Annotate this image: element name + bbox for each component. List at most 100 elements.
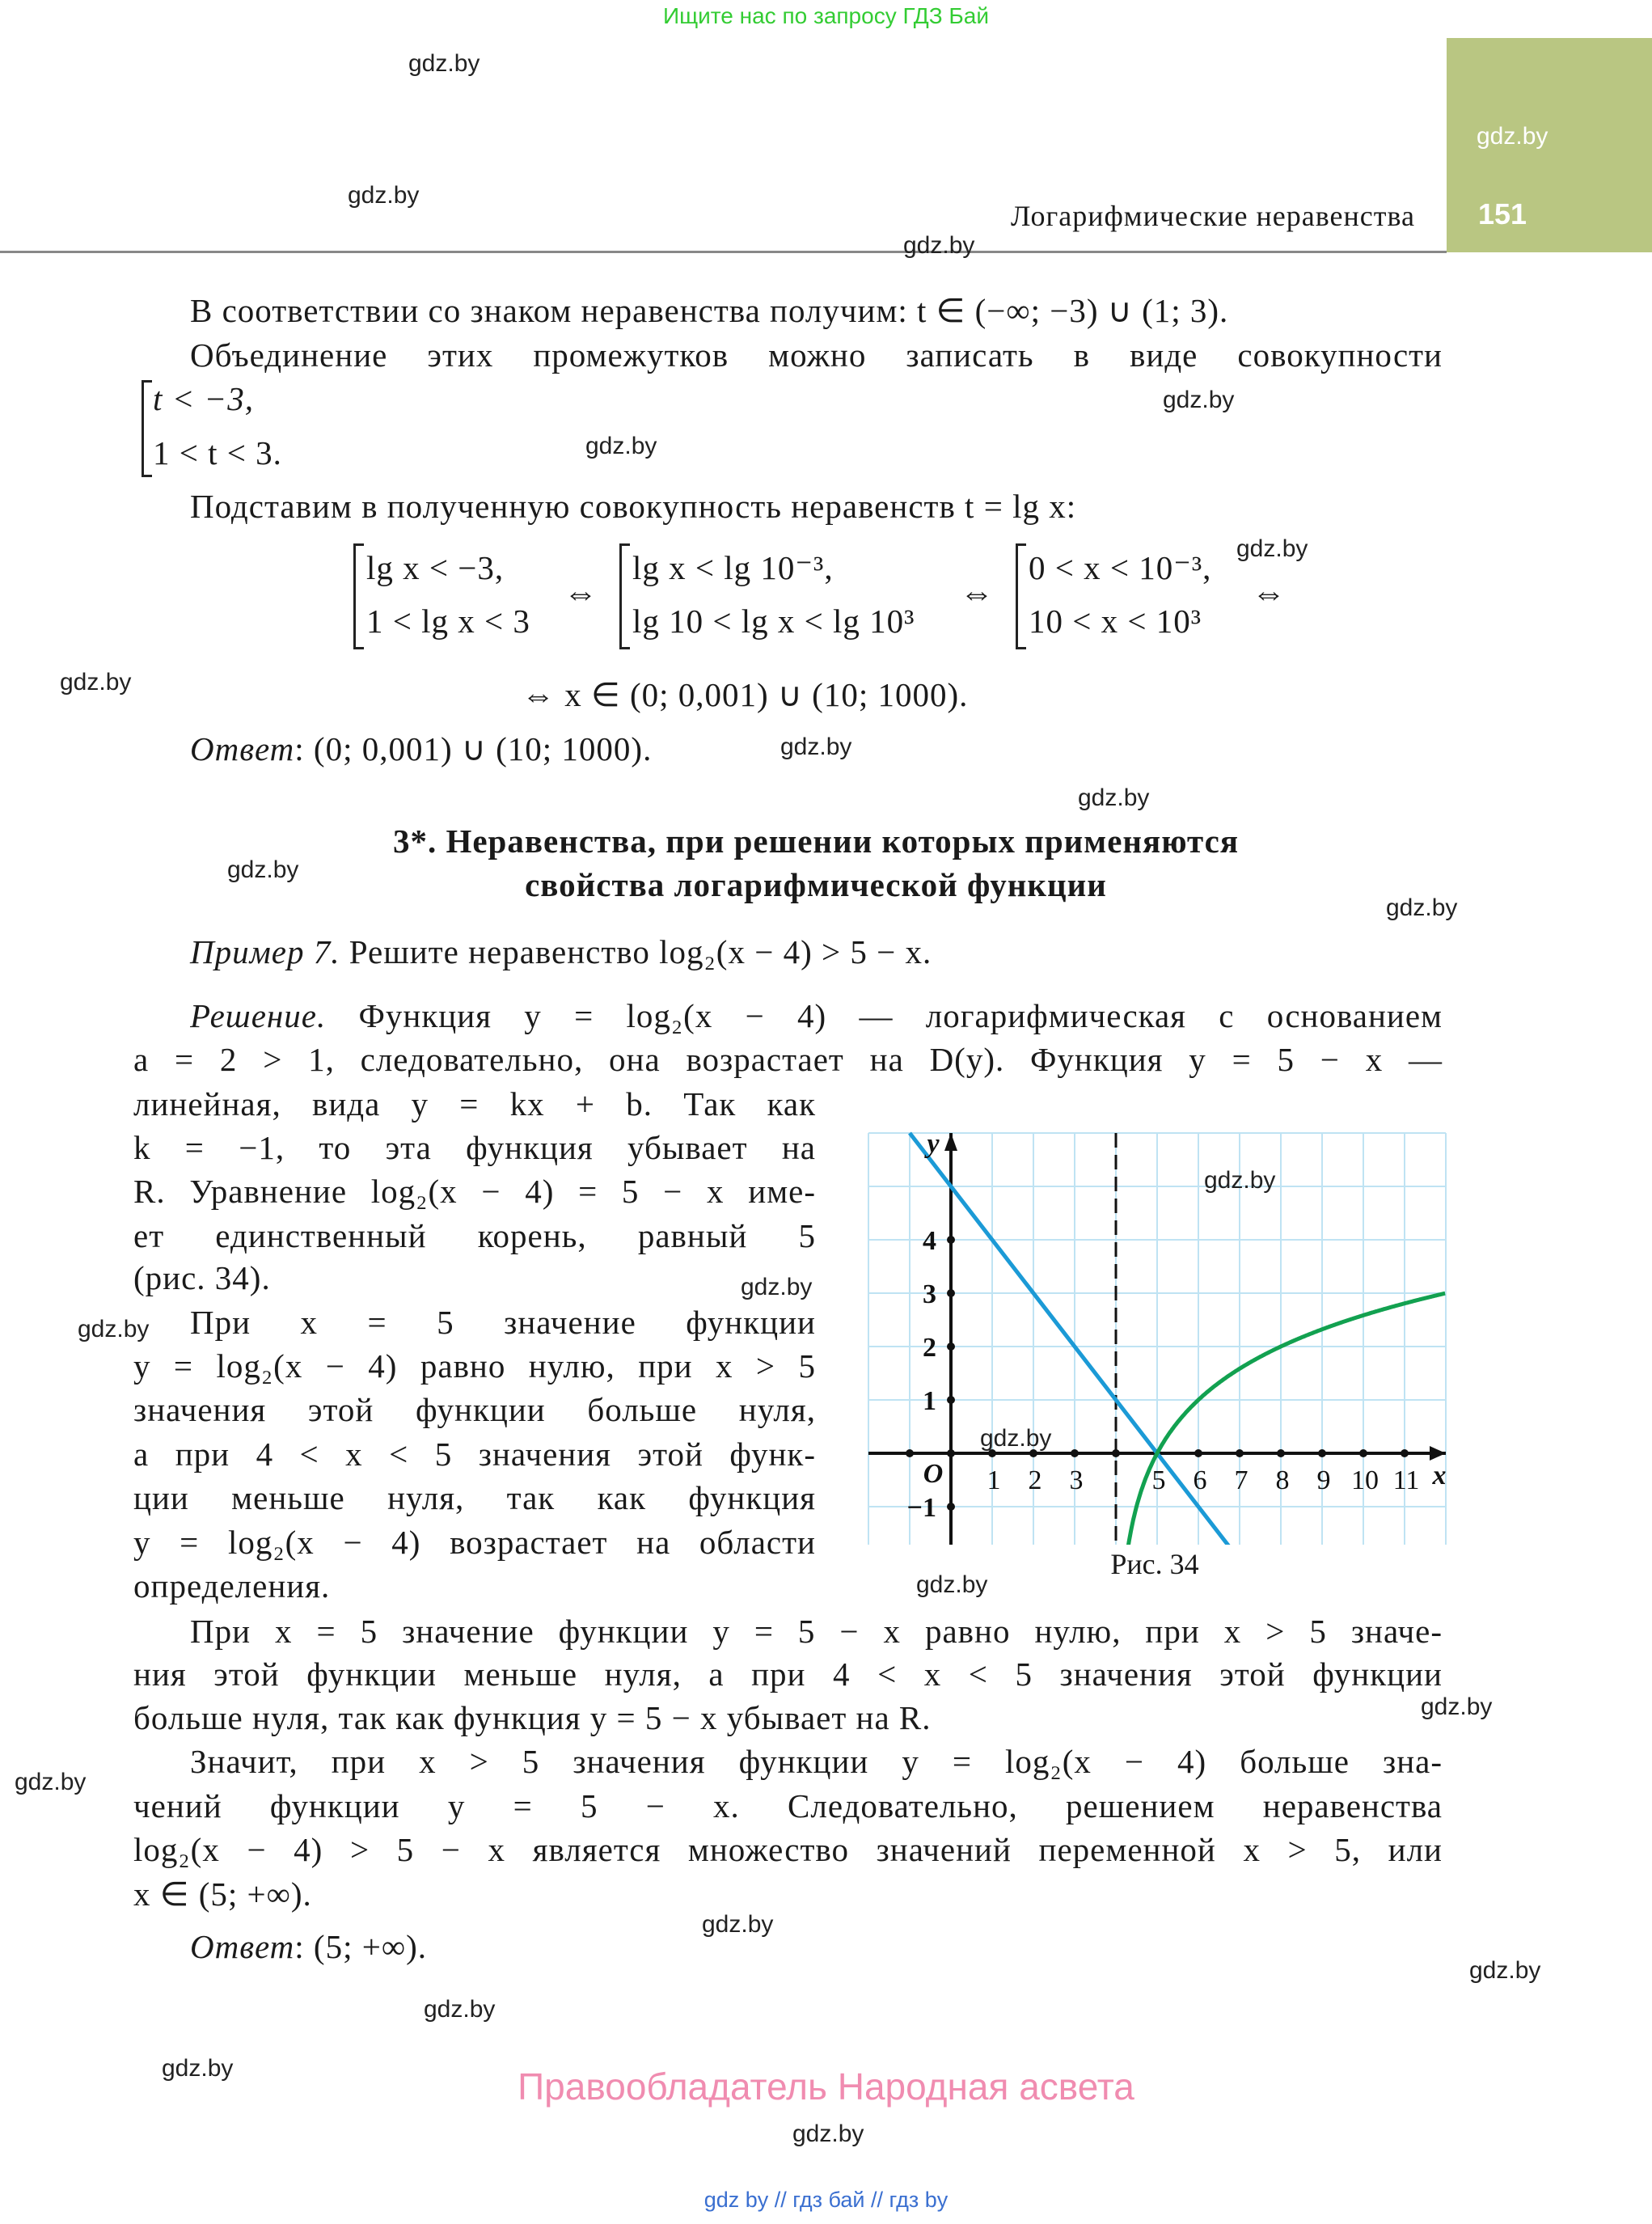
- text-line: y = log₂(x − 4) равно нулю, при x > 5: [133, 1347, 816, 1385]
- system-line: lg x < lg 10⁻³,: [632, 549, 834, 586]
- x-tick-label: 7: [1235, 1465, 1249, 1495]
- watermark: gdz.by: [980, 1425, 1052, 1452]
- section-heading: свойства логарифмической функции: [525, 866, 1107, 903]
- text-line: Объединение этих промежутков можно запис…: [190, 336, 1443, 374]
- running-title: Логарифмические неравенства: [1010, 200, 1415, 232]
- x-tick-dot: [1236, 1449, 1244, 1457]
- solution-text: Функция y = log₂(x − 4) — логарифмическа…: [326, 997, 1443, 1034]
- text-line: R. Уравнение log₂(x − 4) = 5 − x име-: [133, 1173, 816, 1210]
- x-tick-dot: [1277, 1449, 1285, 1457]
- watermark: gdz.by: [408, 50, 480, 77]
- x-tick-dot: [1112, 1449, 1120, 1457]
- watermark: gdz.by: [227, 856, 299, 883]
- text-line: (рис. 34).: [133, 1259, 271, 1296]
- text-line: При x = 5 значение функции: [190, 1304, 816, 1341]
- answer-line: Ответ: (0; 0,001) ∪ (10; 1000).: [190, 728, 652, 770]
- x-tick-dot: [1029, 1449, 1037, 1457]
- text-line: значения этой функции больше нуля,: [133, 1391, 816, 1428]
- system-bracket: [353, 543, 364, 649]
- system-bracket: [1016, 543, 1026, 649]
- example-label: Пример 7.: [190, 933, 340, 970]
- x-tick-dot: [947, 1449, 955, 1457]
- text-line: Значит, при x > 5 значения функции y = l…: [190, 1743, 1443, 1780]
- section-heading: 3*. Неравенства, при решении которых при…: [392, 822, 1240, 860]
- text-line: При x = 5 значение функции y = 5 − x рав…: [190, 1613, 1443, 1650]
- text-line: x ∈ (5; +∞).: [133, 1875, 312, 1913]
- text-line: log₂(x − 4) > 5 − x является множество з…: [133, 1831, 1443, 1868]
- text-line: ния этой функции меньше нуля, а при 4 < …: [133, 1655, 1443, 1693]
- system-line: lg 10 < lg x < lg 10³: [632, 603, 915, 640]
- x-tick-label: 11: [1393, 1465, 1420, 1495]
- text-line: а при 4 < x < 5 значения этой функ-: [133, 1435, 816, 1473]
- answer-label: Ответ: [190, 730, 295, 767]
- text-line: Решение. Функция y = log₂(x − 4) — логар…: [190, 995, 1443, 1037]
- y-tick-dot: [947, 1236, 955, 1244]
- x-tick-label: 8: [1276, 1465, 1290, 1495]
- result-line: ⇔ x ∈ (0; 0,001) ∪ (10; 1000).: [522, 676, 969, 713]
- watermark: gdz.by: [60, 669, 132, 696]
- top-search-note[interactable]: Ищите нас по запросу ГДЗ Бай: [662, 3, 990, 28]
- x-tick-label: 2: [1029, 1465, 1042, 1495]
- copyright-notice: Правообладатель Народная асвета: [518, 2065, 1134, 2108]
- set-line: t < −3,: [153, 380, 254, 417]
- y-tick-dot: [947, 1503, 955, 1511]
- page-number: 151: [1478, 197, 1527, 230]
- system-line: 10 < x < 10³: [1029, 603, 1202, 640]
- watermark: gdz.by: [1163, 387, 1235, 413]
- text-line: y = log₂(x − 4) возрастает на области: [133, 1524, 816, 1561]
- solution-label: Решение.: [190, 997, 327, 1034]
- y-tick-dot: [947, 1396, 955, 1404]
- x-tick-label: 9: [1317, 1465, 1331, 1495]
- y-tick-label: 3: [923, 1279, 936, 1309]
- text-line: чений функции y = 5 − x. Следовательно, …: [133, 1787, 1443, 1824]
- answer-label: Ответ: [190, 1928, 295, 1965]
- set-bracket: [142, 380, 152, 477]
- y-axis-label: y: [923, 1129, 940, 1159]
- x-tick-dot: [1194, 1449, 1202, 1457]
- y-tick-label: 1: [923, 1386, 936, 1416]
- watermark: gdz.by: [1078, 784, 1150, 811]
- equivalence-sign: ⇔: [564, 575, 598, 612]
- x-tick-dot: [1359, 1449, 1367, 1457]
- system-line: 0 < x < 10⁻³,: [1029, 549, 1212, 586]
- text-line: линейная, вида y = kx + b. Так как: [133, 1085, 816, 1123]
- watermark: gdz.by: [162, 2055, 234, 2082]
- text-line: ет единственный корень, равный 5: [133, 1217, 816, 1254]
- line-y-5-minus-x: [908, 1131, 1231, 1545]
- x-tick-dot: [906, 1449, 914, 1457]
- curve-log2-x-minus-4: [1126, 1291, 1446, 1545]
- watermark: gdz.by: [780, 734, 852, 760]
- example-text: Решите неравенство log₂(x − 4) > 5 − x.: [340, 933, 932, 970]
- y-tick-label: −1: [907, 1493, 936, 1523]
- watermark: gdz.by: [702, 1911, 774, 1938]
- x-tick-label: 5: [1152, 1465, 1166, 1495]
- footer-links[interactable]: gdz by // гдз бай // гдз by: [703, 2188, 949, 2212]
- text-line: ции меньше нуля, так как функция: [133, 1479, 816, 1516]
- text-line: больше нуля, так как функция y = 5 − x у…: [133, 1699, 932, 1736]
- x-tick-dot: [1318, 1449, 1326, 1457]
- origin-label: O: [923, 1459, 944, 1489]
- watermark: gdz.by: [1204, 1167, 1276, 1194]
- x-tick-label: 3: [1070, 1465, 1084, 1495]
- watermark: gdz.by: [792, 2120, 864, 2147]
- x-axis-label: x: [1432, 1461, 1447, 1490]
- set-line: 1 < t < 3.: [153, 434, 282, 471]
- watermark: gdz.by: [15, 1769, 87, 1795]
- equivalence-sign: ⇔: [960, 575, 994, 612]
- text-line: Подставим в полученную совокупность нера…: [190, 488, 1077, 525]
- x-tick-dot: [1401, 1449, 1409, 1457]
- figure-caption: Рис. 34: [1110, 1548, 1199, 1580]
- y-tick-label: 4: [923, 1226, 936, 1256]
- watermark: gdz.by: [903, 232, 975, 259]
- watermark: gdz.by: [585, 433, 657, 459]
- x-tick-label: 6: [1194, 1465, 1207, 1495]
- text-line: k = −1, то эта функция убывает на: [133, 1129, 816, 1166]
- text-line: В соответствии со знаком неравенства пол…: [190, 292, 1229, 329]
- x-tick-dot: [988, 1449, 996, 1457]
- example-line: Пример 7. Решите неравенство log₂(x − 4)…: [190, 931, 932, 973]
- page-tab: [1447, 38, 1652, 252]
- watermark: gdz.by: [424, 1996, 496, 2023]
- watermark: gdz.by: [1236, 535, 1308, 562]
- system-line: lg x < −3,: [366, 549, 505, 586]
- x-tick-label: 1: [987, 1465, 1001, 1495]
